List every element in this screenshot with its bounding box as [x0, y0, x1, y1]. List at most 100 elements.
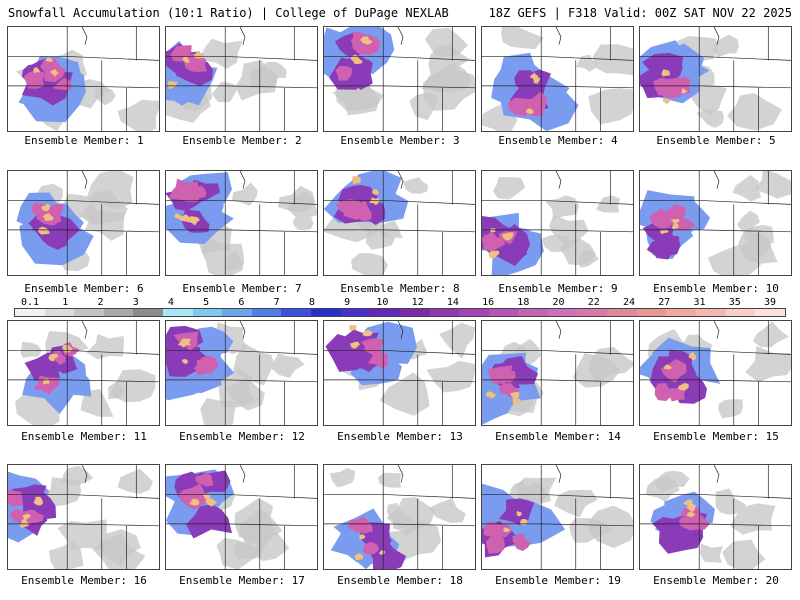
state-border — [8, 465, 68, 495]
light-snow-area — [61, 465, 94, 486]
map-panel — [7, 170, 160, 276]
snowfall-map — [8, 27, 159, 131]
light-snow-area — [744, 224, 774, 246]
light-snow-area — [428, 44, 470, 79]
colorbar-tick-label: 0.1 — [20, 297, 40, 308]
state-border — [397, 171, 404, 189]
snowfall-contour — [366, 530, 392, 553]
colorbar-tick-label: 18 — [517, 297, 530, 308]
light-snow-area — [745, 345, 791, 383]
state-border — [81, 171, 88, 189]
colorbar-tick-label: 24 — [623, 297, 636, 308]
snowfall-contour — [205, 498, 218, 507]
snowfall-contour — [186, 504, 233, 539]
state-border — [8, 321, 68, 351]
colorbar-tick-label: 16 — [482, 297, 495, 308]
light-snow-area — [569, 517, 615, 543]
light-snow-area — [379, 372, 430, 416]
map-panel — [165, 464, 318, 570]
state-border — [225, 523, 317, 527]
colorbar-swatch — [607, 309, 637, 316]
light-snow-area — [712, 34, 739, 58]
state-border — [383, 200, 475, 205]
state-border — [67, 85, 159, 89]
colorbar-swatch — [15, 309, 45, 316]
colorbar-swatch — [725, 309, 756, 316]
snowfall-contour — [498, 383, 520, 399]
state-border — [699, 56, 791, 61]
state-border — [699, 85, 791, 89]
light-snow-area — [541, 234, 570, 252]
state-border — [555, 321, 562, 339]
light-snow-area — [198, 38, 243, 69]
state-border — [397, 465, 404, 483]
state-border — [541, 379, 633, 383]
snowfall-contour — [661, 69, 671, 77]
snowfall-contour — [512, 533, 531, 551]
light-snow-area — [225, 250, 245, 272]
state-border — [166, 200, 226, 231]
snowfall-contour — [182, 56, 190, 63]
colorbar-tick-label: 9 — [344, 297, 351, 308]
snowfall-contour — [343, 205, 363, 220]
ensemble-member-label: Ensemble Member: 16 — [21, 574, 147, 587]
colorbar-tick-label: 1 — [62, 297, 69, 308]
snowfall-contour — [351, 34, 381, 56]
light-snow-area — [578, 249, 599, 268]
ensemble-member-label: Ensemble Member: 2 — [182, 134, 302, 147]
light-snow-area — [696, 109, 725, 129]
light-snow-area — [351, 253, 389, 275]
light-snow-area — [329, 467, 355, 488]
state-border — [541, 494, 633, 499]
snowfall-contour — [677, 383, 689, 391]
snowfall-contour — [38, 226, 50, 235]
state-border — [555, 171, 562, 189]
state-border — [225, 56, 317, 61]
colorbar-swatch — [636, 309, 667, 316]
colorbar-swatch — [518, 309, 548, 316]
snowfall-map — [166, 321, 317, 425]
light-snow-area — [84, 206, 106, 224]
snowfall-contour — [378, 550, 386, 555]
state-border — [8, 171, 68, 201]
state-border — [81, 321, 88, 339]
colorbar-swatch — [311, 309, 341, 316]
snowfall-map — [640, 171, 791, 275]
state-border — [541, 523, 633, 527]
map-panel — [481, 320, 634, 426]
map-panel — [7, 464, 160, 570]
snowfall-contour — [485, 533, 505, 554]
snowfall-map — [482, 465, 633, 569]
state-border — [541, 229, 633, 233]
map-panel — [481, 464, 634, 570]
light-snow-area — [700, 543, 724, 563]
state-border — [8, 27, 68, 57]
light-snow-area — [576, 54, 598, 72]
colorbar-swatch — [340, 309, 371, 316]
state-border — [239, 171, 246, 189]
ensemble-member-label: Ensemble Member: 8 — [340, 282, 460, 295]
colorbar-tick-label: 10 — [376, 297, 389, 308]
colorbar-tick-label: 31 — [693, 297, 706, 308]
colorbar-tick-label: 4 — [167, 297, 174, 308]
state-border — [555, 27, 562, 45]
ensemble-member-label: Ensemble Member: 12 — [179, 430, 305, 443]
state-border — [239, 465, 246, 483]
light-snow-area — [548, 214, 589, 250]
map-panel — [323, 320, 476, 426]
state-border — [239, 27, 246, 45]
light-snow-area — [377, 472, 402, 488]
light-snow-area — [402, 177, 429, 194]
snowfall-contour — [178, 214, 191, 222]
ensemble-member-label: Ensemble Member: 15 — [653, 430, 779, 443]
colorbar-swatch — [133, 309, 164, 316]
light-snow-area — [292, 215, 314, 231]
state-border — [699, 523, 791, 527]
map-panel — [481, 26, 634, 132]
light-snow-area — [92, 533, 146, 569]
snowfall-contour — [167, 80, 178, 90]
state-border — [225, 229, 317, 233]
colorbar-tick-label: 7 — [273, 297, 280, 308]
snowfall-contour — [485, 391, 497, 399]
state-border — [383, 494, 475, 499]
